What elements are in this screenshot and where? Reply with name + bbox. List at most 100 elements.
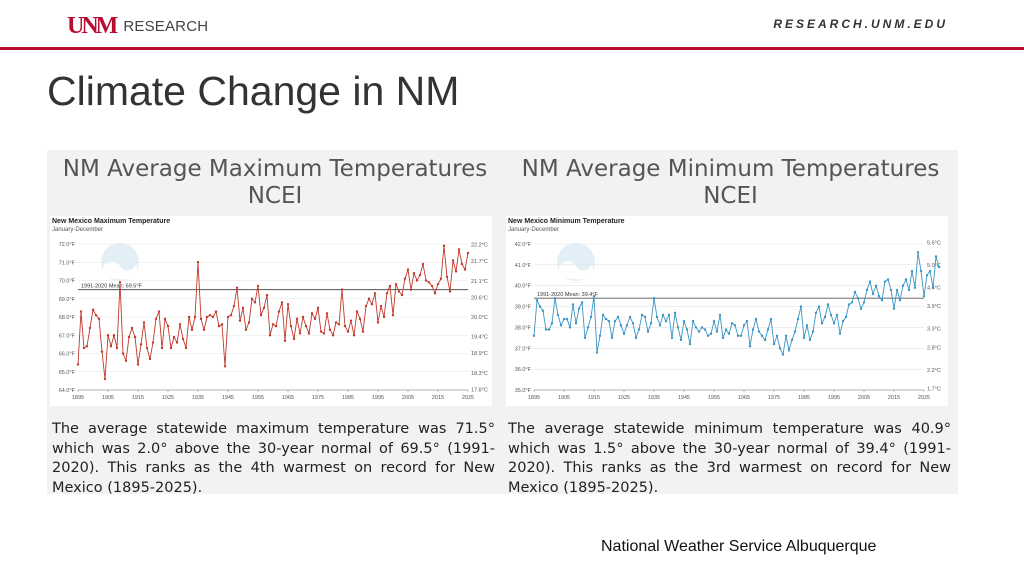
data-point [754,317,758,321]
data-point [172,335,176,339]
data-point [859,307,863,310]
data-point [298,332,302,335]
unm-research-logo[interactable]: UNM RESEARCH [67,12,208,40]
data-point [892,307,896,310]
data-point [124,359,128,362]
data-point [886,278,890,281]
data-point [202,328,206,331]
data-point [163,317,167,321]
y-tick-label-right: 20.0°C [471,315,488,321]
y-tick-label: 68.0°F [59,315,76,321]
data-point [103,377,107,381]
data-point [676,326,680,329]
data-point [913,286,917,289]
y-tick-label-right: 3.9°C [927,304,941,310]
data-point [415,279,419,282]
data-point [232,304,236,308]
data-point [571,303,575,306]
data-point [832,322,836,325]
data-point [562,317,566,321]
footer-credit: National Weather Service Albuquerque [601,538,877,555]
data-point [559,324,563,327]
data-point [109,345,113,348]
data-point [802,336,806,340]
data-point [931,286,935,289]
y-tick-label: 41.0°F [515,263,532,269]
data-point [127,335,131,339]
data-point [628,315,632,319]
data-point [100,350,104,353]
data-point [883,280,887,283]
x-tick-label: 1935 [648,395,660,401]
x-tick-label: 2015 [888,395,900,401]
data-point [586,326,590,329]
data-point [715,330,719,333]
data-point [274,324,278,328]
y-tick-label-right: 18.3°C [471,371,488,377]
data-point [421,262,425,266]
data-point [844,315,848,319]
data-point [745,319,749,323]
x-tick-label: 1985 [798,395,810,401]
data-point [637,328,641,331]
data-point [97,317,101,321]
data-point [574,322,578,325]
y-tick-label: 64.0°F [59,388,76,394]
x-tick-label: 1935 [192,395,204,401]
data-point [178,323,182,326]
data-point [898,299,902,302]
data-point [247,321,251,324]
max-temp-chart: New Mexico Maximum Temperature January-D… [50,216,492,406]
data-point [241,306,245,310]
y-tick-label-right: 20.6°C [471,295,488,301]
data-point [910,269,914,273]
x-tick-label: 1965 [282,395,294,401]
x-tick-label: 1925 [162,395,174,401]
data-point [292,337,296,341]
data-point [862,301,866,304]
data-point [661,313,665,317]
data-point [730,322,734,325]
data-point [793,330,797,333]
x-tick-label: 2025 [918,395,930,401]
data-point [337,323,341,326]
data-point [145,346,149,350]
y-tick-label: 37.0°F [515,346,532,352]
y-tick-label-right: 5.0°C [927,263,941,269]
data-point [442,244,446,248]
data-point [775,334,779,337]
data-point [532,334,536,337]
data-point [331,334,335,337]
panel-heading-line1: NM Average Minimum Temperatures [521,156,940,182]
data-point [316,306,320,310]
mean-line-label: 1991-2020 Mean: 69.5°F [81,284,143,290]
panel-caption: The average statewide maximum temperatur… [52,421,495,496]
data-point [430,284,434,288]
data-point [541,309,545,312]
data-point [934,255,938,258]
data-point [550,322,554,325]
data-point [403,277,407,280]
data-point [88,326,92,330]
data-point [205,315,209,319]
data-point [667,313,671,317]
data-point [106,334,110,337]
chart-subtitle: January-December [52,227,104,233]
data-point [295,317,299,321]
data-point [799,305,803,308]
data-point [256,284,260,288]
data-point [556,313,560,317]
data-point [544,328,548,331]
data-point [382,315,386,319]
max-temp-panel: NM Average Maximum Temperatures NCEI New… [47,150,503,496]
y-tick-label-right: 2.8°C [927,345,941,351]
data-point [433,292,437,295]
data-point [340,288,344,291]
data-point [343,324,347,328]
data-point [412,272,416,275]
data-point [307,332,311,335]
min-temp-chart: New Mexico Minimum Temperature January-D… [506,216,948,406]
data-point [703,328,707,331]
data-point [670,336,674,340]
site-url[interactable]: RESEARCH.UNM.EDU [773,17,948,31]
